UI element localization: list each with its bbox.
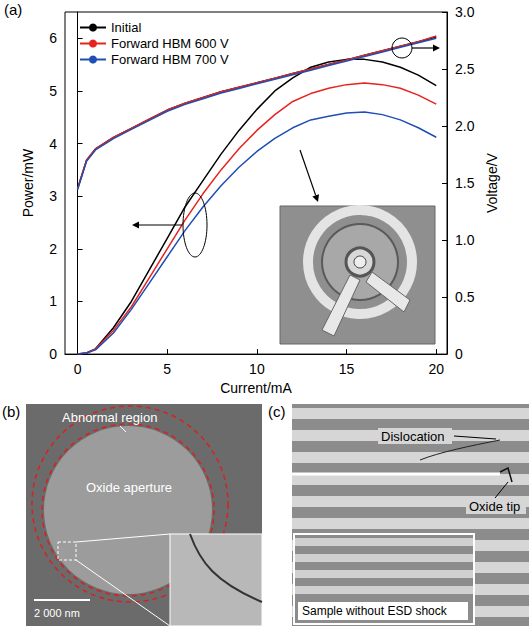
svg-text:5: 5 [163, 361, 171, 377]
svg-text:2.0: 2.0 [455, 118, 475, 134]
svg-text:Power/mW: Power/mW [20, 148, 36, 217]
svg-text:0: 0 [49, 346, 57, 362]
svg-text:Forward HBM 600 V: Forward HBM 600 V [111, 36, 229, 51]
svg-text:3: 3 [49, 188, 57, 204]
svg-text:6: 6 [49, 30, 57, 46]
svg-text:(b): (b) [2, 403, 20, 420]
svg-text:0: 0 [74, 361, 82, 377]
svg-text:0: 0 [455, 346, 463, 362]
svg-text:Oxide aperture: Oxide aperture [86, 480, 172, 495]
svg-text:Oxide tip: Oxide tip [469, 499, 520, 514]
svg-text:5: 5 [49, 83, 57, 99]
svg-text:15: 15 [339, 361, 355, 377]
svg-text:10: 10 [249, 361, 265, 377]
svg-text:Current/mA: Current/mA [220, 380, 292, 396]
svg-text:2: 2 [49, 241, 57, 257]
svg-text:4: 4 [49, 136, 57, 152]
svg-text:0.5: 0.5 [455, 289, 475, 305]
svg-text:Forward HBM 700 V: Forward HBM 700 V [111, 52, 229, 67]
svg-text:Abnormal region: Abnormal region [62, 410, 157, 425]
svg-text:1: 1 [49, 293, 57, 309]
svg-text:1.0: 1.0 [455, 232, 475, 248]
svg-text:Initial: Initial [111, 20, 141, 35]
svg-text:20: 20 [428, 361, 444, 377]
svg-text:1.5: 1.5 [455, 175, 475, 191]
svg-text:2 000 nm: 2 000 nm [34, 607, 80, 619]
svg-text:(c): (c) [268, 403, 286, 420]
svg-text:3.0: 3.0 [455, 4, 475, 20]
svg-text:Voltage/V: Voltage/V [484, 152, 500, 213]
svg-text:Sample without ESD shock: Sample without ESD shock [302, 604, 448, 618]
svg-text:2.5: 2.5 [455, 61, 475, 77]
svg-text:(a): (a) [4, 1, 22, 18]
svg-text:Dislocation: Dislocation [381, 429, 445, 444]
